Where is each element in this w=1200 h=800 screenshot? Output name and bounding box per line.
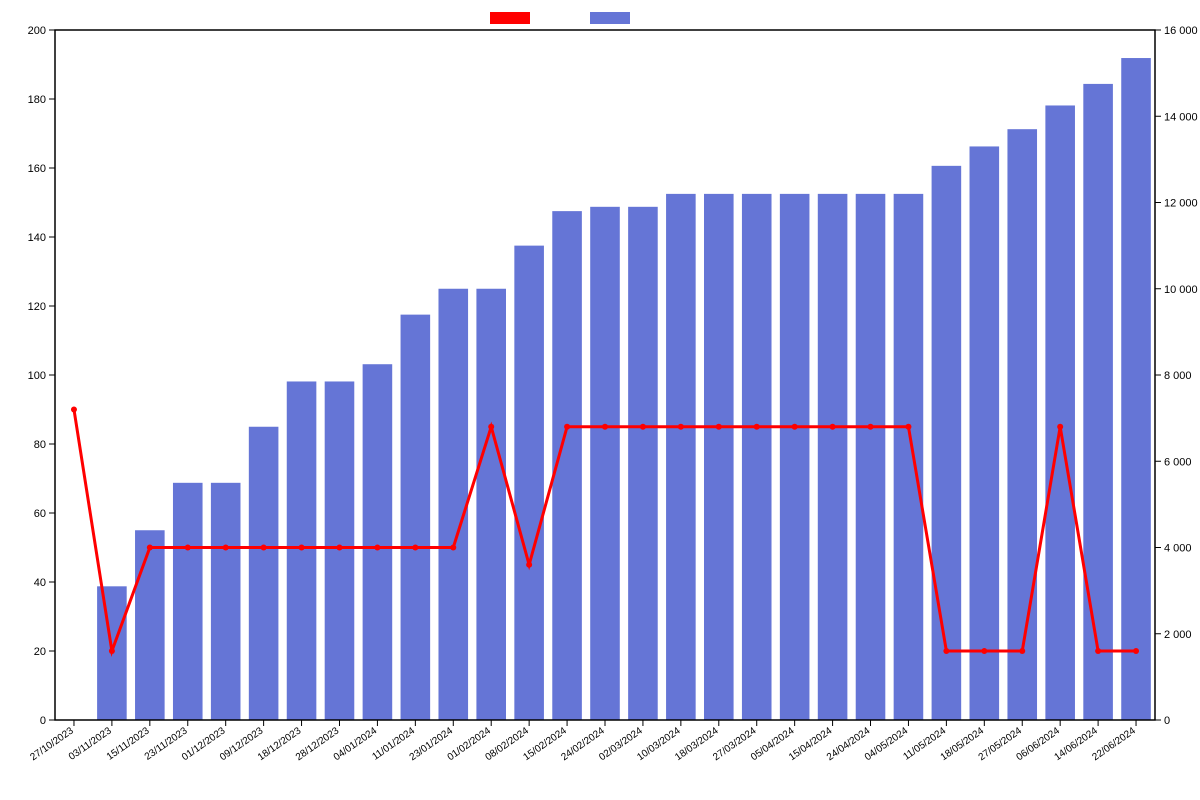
ytick-label-right: 2 000 bbox=[1164, 629, 1192, 641]
line-marker bbox=[640, 424, 646, 430]
line-marker bbox=[678, 424, 684, 430]
ytick-label-left: 20 bbox=[34, 646, 46, 658]
ytick-label-right: 0 bbox=[1164, 715, 1170, 727]
line-marker bbox=[261, 545, 267, 551]
line-marker bbox=[1095, 648, 1101, 654]
ytick-label-left: 120 bbox=[28, 301, 46, 313]
combo-chart: 0 20 40 60 80 100 120 140 160 180 200 0 2 000 4 000 6 … bbox=[0, 0, 1200, 800]
legend-swatch-bar bbox=[590, 12, 630, 24]
line-marker bbox=[754, 424, 760, 430]
line-marker bbox=[1019, 648, 1025, 654]
ytick-label-left: 0 bbox=[40, 715, 46, 727]
ytick-label-left: 180 bbox=[28, 94, 46, 106]
line-marker bbox=[602, 424, 608, 430]
chart-svg: 0 20 40 60 80 100 120 140 160 180 200 0 2 000 4 000 6 … bbox=[0, 0, 1200, 800]
bar bbox=[932, 166, 962, 720]
bar bbox=[856, 194, 886, 720]
bar bbox=[894, 194, 924, 720]
line-marker bbox=[109, 648, 115, 654]
bar bbox=[1045, 105, 1075, 720]
bar bbox=[211, 483, 241, 720]
ytick-label-right: 16 000 bbox=[1164, 25, 1198, 37]
line-marker bbox=[1057, 424, 1063, 430]
line-marker bbox=[716, 424, 722, 430]
bar bbox=[970, 146, 1000, 720]
bar bbox=[325, 381, 355, 720]
line-marker bbox=[981, 648, 987, 654]
ytick-label-right: 8 000 bbox=[1164, 370, 1192, 382]
line-marker bbox=[526, 562, 532, 568]
ytick-label-left: 60 bbox=[34, 508, 46, 520]
bar bbox=[666, 194, 696, 720]
ytick-label-left: 200 bbox=[28, 25, 46, 37]
line-marker bbox=[564, 424, 570, 430]
bar bbox=[628, 207, 658, 720]
bar bbox=[401, 315, 431, 720]
bar bbox=[135, 530, 165, 720]
bar bbox=[1121, 58, 1151, 720]
line-marker bbox=[943, 648, 949, 654]
ytick-label-right: 14 000 bbox=[1164, 111, 1198, 123]
bar bbox=[590, 207, 620, 720]
ytick-label-left: 100 bbox=[28, 370, 46, 382]
bar bbox=[173, 483, 203, 720]
legend-swatch-line bbox=[490, 12, 530, 24]
line-marker bbox=[71, 407, 77, 413]
bar bbox=[704, 194, 734, 720]
line-marker bbox=[905, 424, 911, 430]
line-marker bbox=[147, 545, 153, 551]
ytick-label-left: 140 bbox=[28, 232, 46, 244]
bar bbox=[363, 364, 393, 720]
bar bbox=[249, 427, 279, 720]
bar bbox=[476, 289, 506, 720]
line-marker bbox=[223, 545, 229, 551]
line-marker bbox=[792, 424, 798, 430]
line-marker bbox=[488, 424, 494, 430]
line-marker bbox=[830, 424, 836, 430]
bar bbox=[438, 289, 468, 720]
ytick-label-right: 4 000 bbox=[1164, 543, 1192, 555]
ytick-label-left: 160 bbox=[28, 163, 46, 175]
bar bbox=[1083, 84, 1113, 720]
line-marker bbox=[412, 545, 418, 551]
ytick-label-right: 6 000 bbox=[1164, 456, 1192, 468]
line-marker bbox=[868, 424, 874, 430]
xtick-label: 22/06/2024 bbox=[1090, 725, 1138, 763]
line-marker bbox=[374, 545, 380, 551]
line-marker bbox=[299, 545, 305, 551]
bar bbox=[780, 194, 810, 720]
bar bbox=[818, 194, 848, 720]
bar bbox=[514, 246, 544, 720]
bar bbox=[1007, 129, 1037, 720]
ytick-label-right: 12 000 bbox=[1164, 198, 1198, 210]
line-marker bbox=[336, 545, 342, 551]
bar bbox=[287, 381, 317, 720]
line-marker bbox=[185, 545, 191, 551]
line-marker bbox=[1133, 648, 1139, 654]
bar bbox=[742, 194, 772, 720]
ytick-label-left: 40 bbox=[34, 577, 46, 589]
ytick-label-left: 80 bbox=[34, 439, 46, 451]
line-marker bbox=[450, 545, 456, 551]
ytick-label-right: 10 000 bbox=[1164, 284, 1198, 296]
